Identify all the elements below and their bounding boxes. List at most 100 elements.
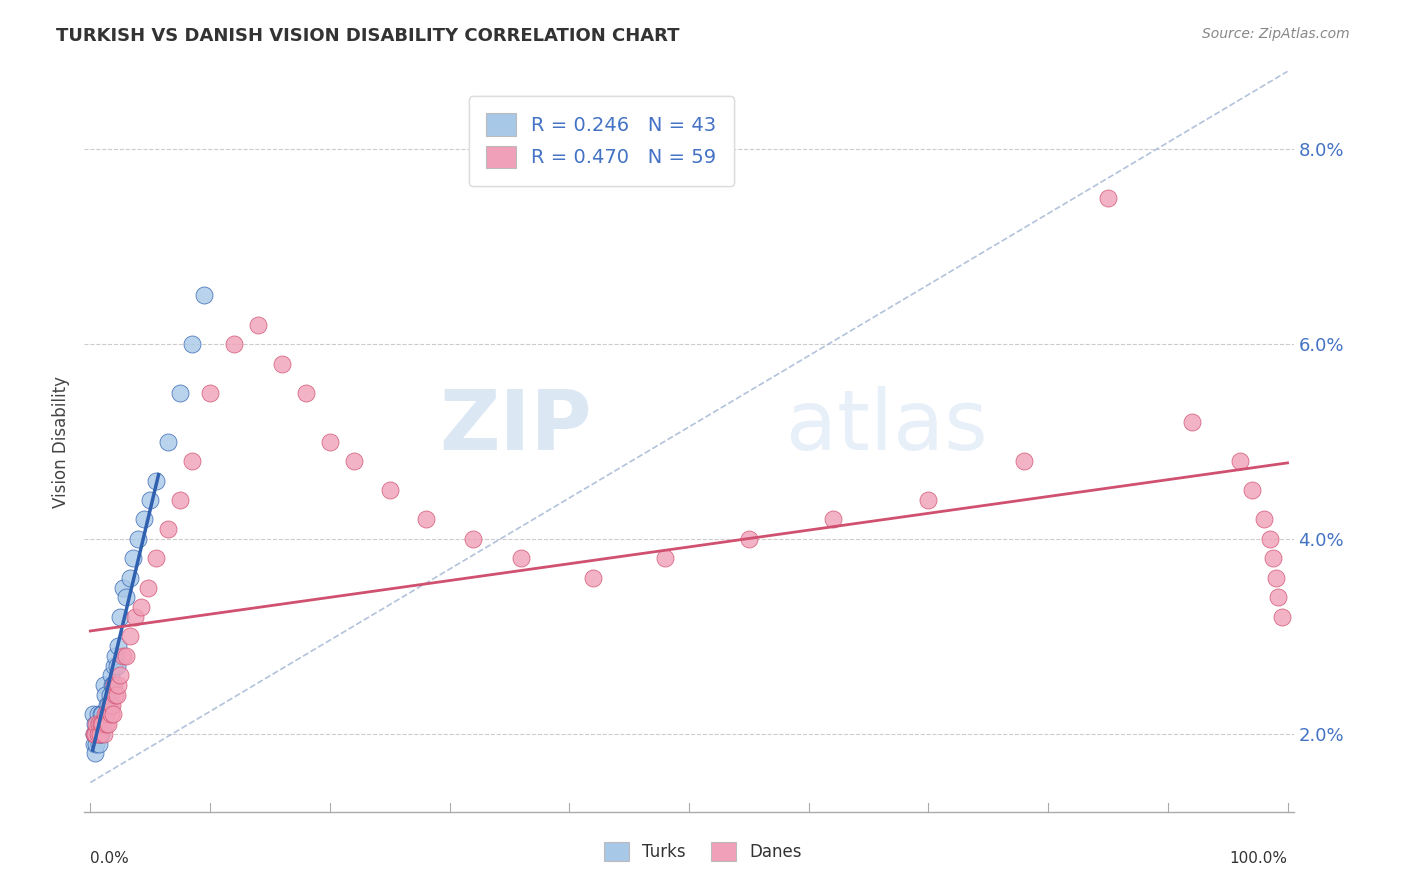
Point — [122, 551, 145, 566]
Point — [87, 737, 110, 751]
Point — [169, 385, 191, 400]
Legend: R = 0.246   N = 43, R = 0.470   N = 59: R = 0.246 N = 43, R = 0.470 N = 59 — [470, 95, 734, 186]
Point — [181, 337, 204, 351]
Point — [94, 717, 117, 731]
Point — [1263, 551, 1285, 566]
Point — [84, 727, 107, 741]
Point — [415, 512, 437, 526]
Point — [93, 678, 115, 692]
Point — [93, 707, 115, 722]
Point — [101, 707, 124, 722]
Point — [87, 727, 110, 741]
Point — [145, 474, 167, 488]
Point — [93, 688, 115, 702]
Point — [84, 746, 107, 760]
Point — [100, 707, 122, 722]
Point — [89, 727, 111, 741]
Point — [157, 522, 180, 536]
Point — [101, 678, 124, 692]
Point — [103, 678, 125, 692]
Point — [1270, 610, 1292, 624]
Point — [115, 591, 138, 605]
Point — [124, 610, 146, 624]
Point — [93, 727, 115, 741]
Point — [104, 688, 127, 702]
Point — [145, 551, 167, 566]
Point — [115, 648, 138, 663]
Point — [104, 648, 127, 663]
Point — [83, 727, 105, 741]
Text: Source: ZipAtlas.com: Source: ZipAtlas.com — [1202, 27, 1350, 41]
Point — [96, 698, 118, 712]
Point — [105, 658, 128, 673]
Point — [83, 737, 105, 751]
Point — [111, 581, 134, 595]
Legend: Turks, Danes: Turks, Danes — [591, 829, 815, 875]
Text: TURKISH VS DANISH VISION DISABILITY CORRELATION CHART: TURKISH VS DANISH VISION DISABILITY CORR… — [56, 27, 679, 45]
Point — [1253, 512, 1275, 526]
Point — [86, 707, 108, 722]
Point — [343, 454, 366, 468]
Point — [110, 668, 132, 682]
Point — [87, 717, 110, 731]
Point — [111, 648, 134, 663]
Point — [463, 532, 485, 546]
Point — [1097, 191, 1119, 205]
Point — [97, 717, 120, 731]
Point — [1258, 532, 1281, 546]
Point — [157, 434, 180, 449]
Point — [91, 717, 114, 731]
Point — [103, 658, 125, 673]
Point — [654, 551, 676, 566]
Point — [86, 717, 108, 731]
Point — [1240, 483, 1263, 498]
Point — [96, 707, 118, 722]
Point — [97, 698, 120, 712]
Point — [90, 717, 112, 731]
Point — [94, 707, 117, 722]
Point — [98, 688, 121, 702]
Point — [90, 707, 112, 722]
Point — [378, 483, 401, 498]
Point — [105, 688, 128, 702]
Point — [270, 357, 292, 371]
Point — [84, 717, 107, 731]
Text: ZIP: ZIP — [440, 386, 592, 467]
Point — [198, 385, 221, 400]
Point — [169, 493, 191, 508]
Point — [1181, 415, 1204, 429]
Point — [127, 532, 149, 546]
Text: atlas: atlas — [786, 386, 987, 467]
Point — [118, 629, 141, 643]
Point — [100, 668, 122, 682]
Point — [193, 288, 215, 302]
Point — [110, 610, 132, 624]
Point — [1012, 454, 1035, 468]
Point — [101, 698, 124, 712]
Point — [86, 717, 108, 731]
Point — [582, 571, 605, 585]
Point — [246, 318, 269, 332]
Text: 100.0%: 100.0% — [1229, 851, 1288, 866]
Point — [917, 493, 939, 508]
Point — [136, 581, 159, 595]
Point — [134, 512, 156, 526]
Point — [738, 532, 761, 546]
Point — [101, 678, 124, 692]
Point — [83, 727, 105, 741]
Text: 0.0%: 0.0% — [90, 851, 129, 866]
Point — [91, 717, 114, 731]
Point — [86, 737, 108, 751]
Point — [89, 727, 111, 741]
Point — [510, 551, 533, 566]
Point — [82, 707, 104, 722]
Point — [295, 385, 318, 400]
Point — [821, 512, 844, 526]
Point — [129, 600, 152, 615]
Point — [107, 639, 129, 653]
Point — [107, 678, 129, 692]
Point — [98, 698, 121, 712]
Point — [91, 707, 114, 722]
Point — [90, 727, 112, 741]
Point — [1267, 591, 1289, 605]
